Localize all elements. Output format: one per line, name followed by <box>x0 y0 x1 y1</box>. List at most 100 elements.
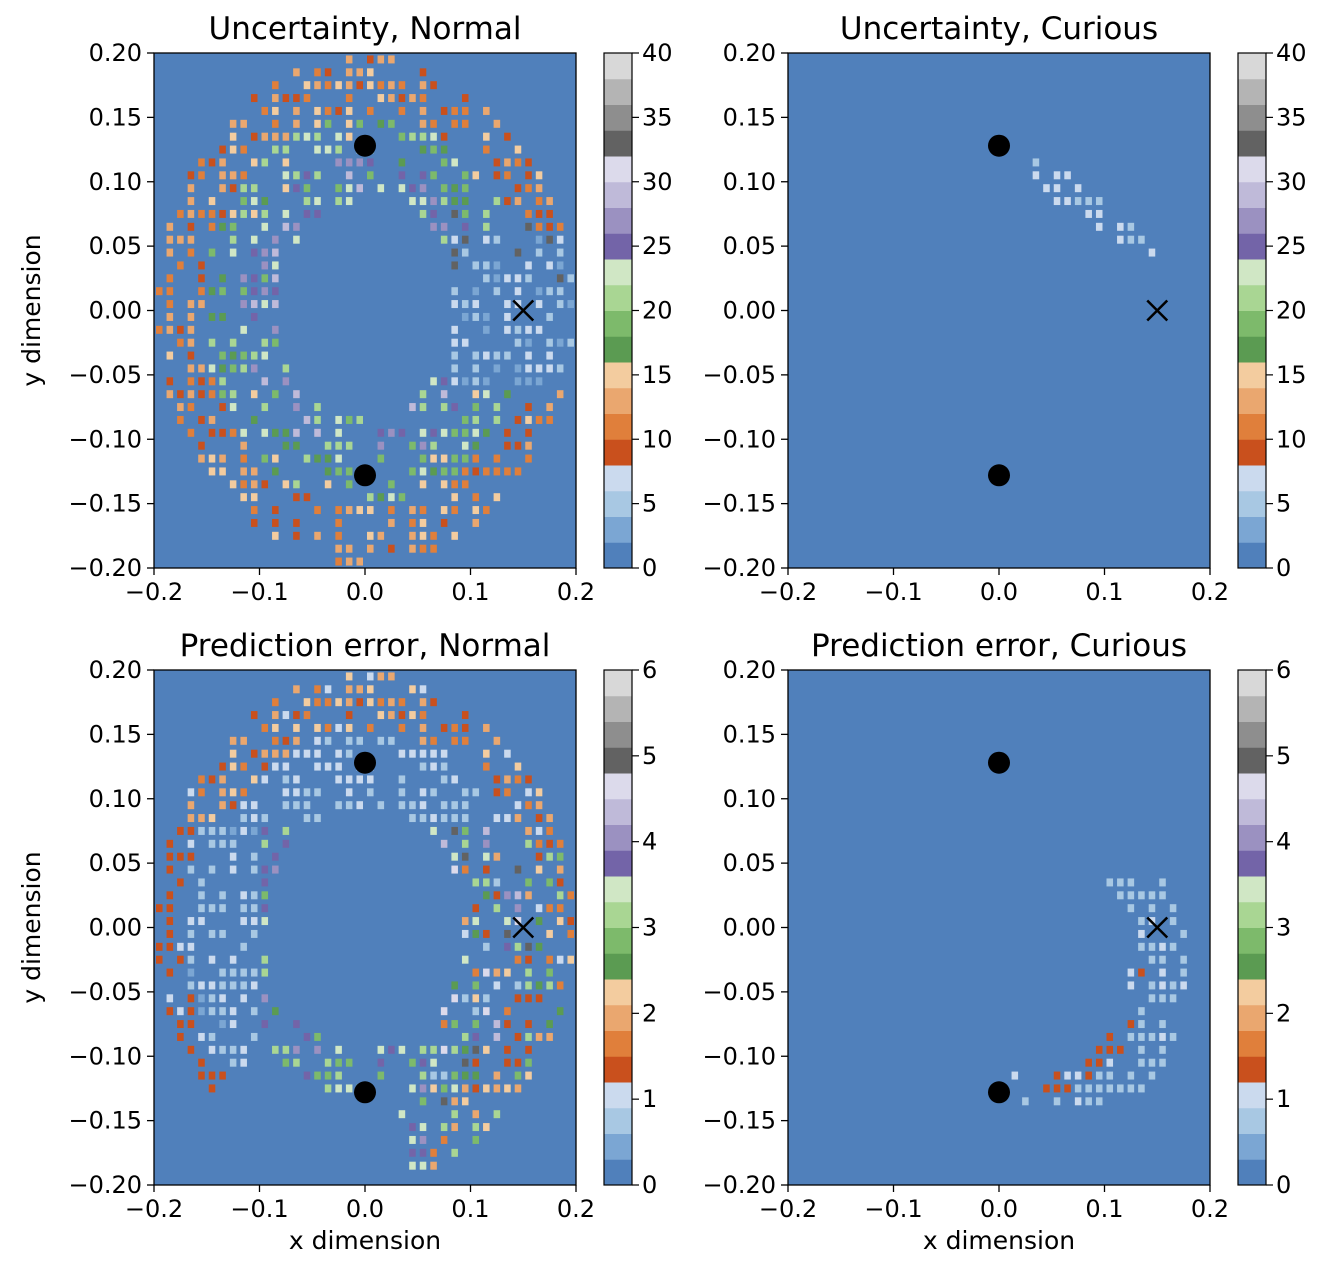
heatmap-cell <box>208 197 216 206</box>
colorbar-segment <box>1238 953 1266 980</box>
heatmap-cell <box>461 480 469 489</box>
heatmap-cell <box>451 1020 458 1029</box>
heatmap-cell <box>293 711 300 720</box>
heatmap-cell <box>177 942 184 951</box>
heatmap-cell <box>472 171 480 180</box>
heatmap-cell <box>208 222 216 231</box>
heatmap-cell <box>556 338 564 347</box>
heatmap-cell <box>504 274 511 283</box>
heatmap-cell <box>535 235 543 244</box>
heatmap-cell <box>493 1020 501 1029</box>
heatmap-cell <box>293 775 300 784</box>
heatmap-cell <box>198 171 205 180</box>
heatmap-cell <box>409 801 416 810</box>
heatmap-cell <box>493 493 501 502</box>
panel-2: −0.2 −0.1 0.0 0.1 0.2 −0.20 −0.15 −0.10 −0.05 0.0… <box>702 11 1306 606</box>
heatmap-cell <box>261 1020 269 1029</box>
colorbar-tick-label: 10 <box>642 425 673 453</box>
colorbar-tick-label: 20 <box>1276 297 1307 325</box>
heatmap-cell <box>208 338 216 347</box>
y-tick-label: −0.20 <box>702 554 776 582</box>
colorbar-segment <box>604 747 632 774</box>
heatmap-cell <box>198 788 205 797</box>
circle-marker <box>988 1081 1010 1104</box>
heatmap-cell <box>356 81 363 90</box>
heatmap-cell <box>208 994 216 1003</box>
heatmap-cell <box>166 248 174 257</box>
heatmap-cell <box>483 261 490 270</box>
heatmap-cell <box>1127 981 1135 990</box>
heatmap-cell <box>219 968 226 977</box>
y-tick-label: −0.20 <box>702 1171 776 1199</box>
colorbar-segment <box>604 130 632 157</box>
heatmap-cell <box>240 300 247 309</box>
heatmap-cell <box>261 377 269 386</box>
heatmap-cell <box>1159 942 1166 951</box>
heatmap-cell <box>345 184 353 193</box>
heatmap-cell <box>504 312 511 321</box>
heatmap-cell <box>1117 1045 1124 1054</box>
heatmap-cell <box>567 274 574 283</box>
heatmap-cell <box>546 415 553 424</box>
heatmap-cell <box>272 145 279 154</box>
heatmap-cell <box>229 968 237 977</box>
heatmap-cell <box>546 235 553 244</box>
heatmap-cell <box>229 1045 237 1054</box>
heatmap-cell <box>1074 1097 1082 1106</box>
heatmap-cell <box>472 441 480 450</box>
heatmap-cell <box>461 711 469 720</box>
colorbar-segment <box>1238 1004 1266 1031</box>
heatmap-cell <box>282 209 290 218</box>
colorbar-segment <box>604 207 632 234</box>
heatmap-cell <box>187 171 195 180</box>
colorbar-segment <box>1238 670 1266 697</box>
heatmap-cell <box>388 1045 395 1054</box>
heatmap-cell <box>345 106 353 115</box>
y-tick-label: 0.00 <box>89 914 142 942</box>
heatmap-cell <box>229 480 237 489</box>
heatmap-cell <box>1159 981 1166 990</box>
heatmap-cell <box>219 364 226 373</box>
heatmap-cell <box>493 171 501 180</box>
heatmap-cell <box>272 325 279 334</box>
heatmap-cell <box>208 981 216 990</box>
heatmap-cell <box>546 826 553 835</box>
heatmap-cell <box>345 119 353 128</box>
heatmap-cell <box>504 942 511 951</box>
heatmap-cell <box>419 454 427 463</box>
heatmap-cell <box>472 878 480 887</box>
heatmap-cell <box>367 544 374 553</box>
heatmap-cell <box>1159 1058 1166 1067</box>
heatmap-cell <box>250 300 258 309</box>
heatmap-cell <box>367 171 374 180</box>
heatmap-cell <box>430 119 437 128</box>
heatmap-cell <box>345 94 353 103</box>
heatmap-cell <box>377 441 385 450</box>
heatmap-cell <box>272 94 279 103</box>
heatmap-cell <box>282 762 290 771</box>
heatmap-cell <box>314 685 321 694</box>
heatmap-cell <box>483 1084 490 1093</box>
colorbar-segment <box>604 387 632 414</box>
heatmap-cell <box>493 274 501 283</box>
heatmap-cell <box>208 428 216 437</box>
heatmap-cell <box>440 801 448 810</box>
heatmap-cell <box>419 390 427 399</box>
heatmap-cell <box>1138 1084 1145 1093</box>
colorbar-segment <box>1238 387 1266 414</box>
heatmap-cell <box>419 106 427 115</box>
heatmap-cell <box>272 428 279 437</box>
heatmap-cell <box>240 145 247 154</box>
heatmap-cell <box>504 814 511 823</box>
heatmap-cell <box>483 865 490 874</box>
y-tick-label: −0.10 <box>68 425 142 453</box>
heatmap-cell <box>1159 878 1166 887</box>
heatmap-cell <box>525 338 532 347</box>
heatmap-cell <box>472 261 480 270</box>
heatmap-cell <box>198 390 205 399</box>
heatmap-cell <box>388 711 395 720</box>
colorbar-segment <box>604 1004 632 1031</box>
heatmap-cell <box>440 480 448 489</box>
heatmap-cell <box>514 338 522 347</box>
heatmap-cell <box>187 1045 195 1054</box>
